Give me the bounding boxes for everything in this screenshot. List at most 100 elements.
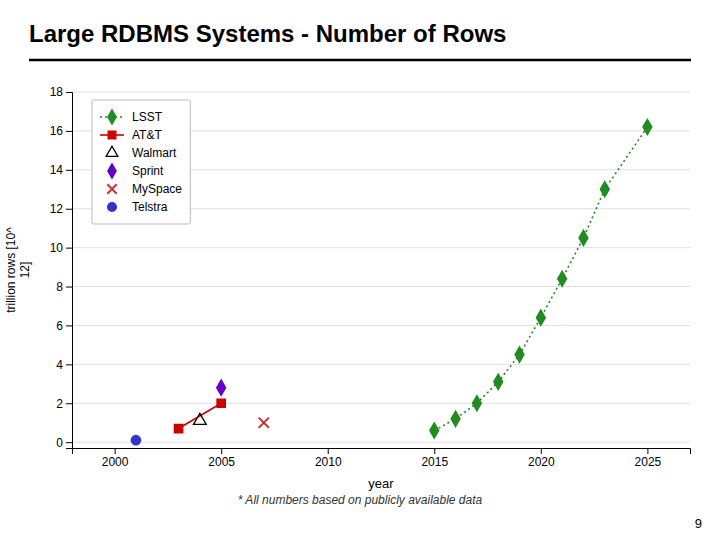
x-tick-mark [647, 448, 648, 454]
chart: Large RDBMS Systems - Number of Rows2000… [0, 0, 720, 540]
point [131, 435, 140, 444]
y-tick-label: 14 [50, 163, 64, 177]
legend-box [92, 100, 190, 224]
point [579, 230, 588, 246]
grid-line [72, 286, 690, 287]
y-axis-title-line: 12] [18, 262, 32, 279]
y-tick-label: 18 [50, 85, 64, 99]
point [515, 347, 524, 363]
y-tick-label: 4 [56, 358, 63, 372]
legend-label: Telstra [132, 200, 168, 214]
x-tick-label: 2015 [421, 455, 448, 469]
y-tick-mark [66, 92, 72, 93]
x-tick: 2025 [635, 448, 662, 469]
x-tick-label: 2010 [315, 455, 342, 469]
x-tick-mark [434, 448, 435, 454]
x-tick-mark [541, 448, 542, 454]
legend-symbol [108, 164, 116, 178]
y-tick: 18 [50, 85, 72, 99]
title-rule [29, 59, 691, 62]
point [600, 181, 609, 197]
legend-item: MySpace [107, 182, 182, 196]
x-tick-label: 2000 [102, 455, 129, 469]
legend-label: Walmart [132, 146, 177, 160]
point [174, 424, 182, 432]
y-tick-mark [66, 170, 72, 171]
grid [72, 92, 690, 442]
y-tick: 4 [56, 358, 72, 372]
point [194, 413, 207, 424]
x-tick-label: 2020 [528, 455, 555, 469]
y-tick-label: 16 [50, 124, 64, 138]
y-axis-line [66, 93, 73, 449]
legend-label: MySpace [132, 182, 182, 196]
x-tick: 2005 [208, 448, 235, 469]
x-tick-label: 2005 [208, 455, 235, 469]
y-tick: 12 [50, 202, 72, 216]
x-axis: 2000 2005 2010 2015 2020 2025 [73, 448, 691, 469]
point [259, 418, 269, 428]
series [194, 413, 207, 424]
point [430, 423, 439, 439]
legend-symbol [107, 184, 116, 193]
x-tick: 2015 [421, 448, 448, 469]
legend-symbol [108, 203, 117, 212]
x-tick: 2020 [528, 448, 555, 469]
x-tick-label: 2025 [635, 455, 662, 469]
legend-item: Walmart [106, 146, 177, 160]
y-tick-label: 2 [56, 397, 63, 411]
series-line [434, 127, 647, 430]
y-tick: 0 [56, 436, 72, 450]
plot: 200020052010201520202025024681012141618y… [4, 85, 691, 491]
y-tick-label: 0 [56, 436, 63, 450]
grid-line [72, 92, 690, 93]
series [131, 435, 140, 444]
y-tick-label: 6 [56, 319, 63, 333]
y-tick: 6 [56, 319, 72, 333]
y-tick-mark [66, 325, 72, 326]
x-tick: 2010 [315, 448, 342, 469]
y-tick-mark [66, 209, 72, 210]
y-tick: 2 [56, 397, 72, 411]
marks [131, 119, 652, 445]
legend-item: Telstra [108, 200, 168, 214]
legend-item: AT&T [100, 128, 162, 142]
x-tick-mark [328, 448, 329, 454]
y-tick-mark [66, 403, 72, 404]
y-axis-title-line: trillion rows [10^ [4, 227, 18, 313]
subtitle: * All numbers based on publicly availabl… [238, 493, 483, 507]
x-tick: 2000 [102, 448, 129, 469]
y-axis: 024681012141618 [50, 85, 73, 449]
legend-symbol [108, 110, 116, 124]
point [494, 374, 503, 390]
y-tick-mark [66, 442, 72, 443]
point [643, 119, 652, 135]
point [217, 399, 225, 407]
point [536, 310, 545, 326]
legend: LSST AT&T Walmart Sprint MySpace Telstra [92, 100, 190, 224]
grid-line [72, 325, 690, 326]
annotation: 9 [695, 516, 702, 531]
legend-item: LSST [100, 110, 163, 124]
series [174, 399, 225, 433]
grid-line [72, 364, 690, 365]
series-line [179, 403, 222, 428]
y-tick-mark [66, 364, 72, 365]
legend-symbol [108, 131, 116, 139]
legend-symbol [106, 146, 118, 156]
series [259, 418, 269, 428]
y-tick: 16 [50, 124, 72, 138]
y-tick-mark [66, 287, 72, 288]
y-axis-title: trillion rows [10^12] [4, 227, 32, 313]
x-tick-mark [115, 448, 116, 454]
x-tick-mark [221, 448, 222, 454]
legend-label: LSST [132, 110, 163, 124]
legend-item: Sprint [108, 164, 164, 178]
legend-label: AT&T [132, 128, 162, 142]
y-tick-mark [66, 248, 72, 249]
series [430, 119, 652, 438]
point [472, 395, 481, 411]
y-tick: 10 [50, 241, 72, 255]
grid-line [72, 442, 690, 443]
y-tick-label: 10 [50, 241, 64, 255]
